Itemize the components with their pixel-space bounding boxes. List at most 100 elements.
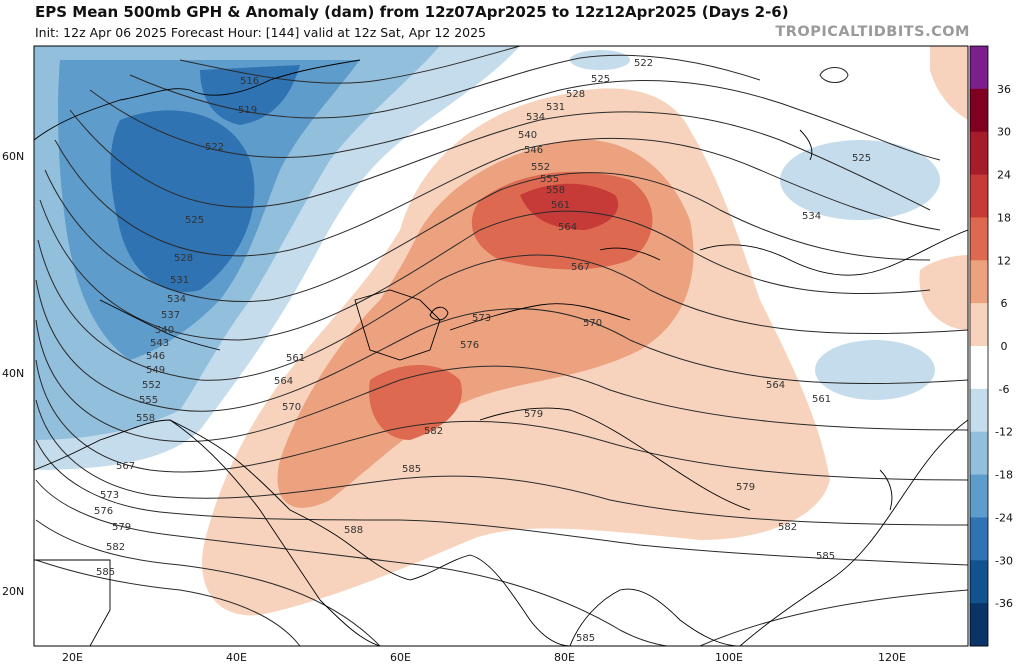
contour-label: 558 [546, 185, 565, 196]
contour-label: 561 [551, 200, 570, 211]
contour-label: 540 [155, 325, 174, 336]
colorbar-swatch [970, 217, 988, 261]
contour-label: 522 [205, 142, 224, 153]
contour-label: 567 [116, 461, 135, 472]
contour-label: 579 [524, 409, 543, 420]
contour-label: 555 [139, 395, 158, 406]
colorbar-label: -18 [995, 469, 1013, 482]
lat-axis: 60N 40N 20N [2, 150, 24, 598]
lon-axis: 20E 40E 60E 80E 100E 120E [62, 651, 906, 664]
lon-label: 120E [878, 651, 906, 664]
contour-label: 567 [571, 262, 590, 273]
colorbar-label: 24 [997, 169, 1011, 182]
colorbar-label: 0 [1001, 340, 1008, 353]
contour-label: 543 [150, 338, 169, 349]
colorbar-label: 30 [997, 126, 1011, 139]
colorbar-label: -6 [999, 383, 1010, 396]
contour-label: 576 [94, 506, 113, 517]
colorbar-swatch [970, 174, 988, 218]
contour-label: 546 [146, 351, 165, 362]
contour-label: 585 [96, 567, 115, 578]
colorbar-swatch [970, 603, 988, 647]
contour-label: 531 [546, 102, 565, 113]
colorbar-swatch [970, 431, 988, 476]
colorbar-label: -36 [995, 597, 1013, 610]
colorbar-frame [969, 45, 989, 647]
colorbar-swatch [970, 88, 988, 133]
contour-label: 579 [736, 482, 755, 493]
colorbar-swatch [970, 303, 988, 347]
lon-label: 60E [390, 651, 411, 664]
lon-label: 40E [226, 651, 247, 664]
lon-label: 20E [62, 651, 83, 664]
colorbar-swatch [970, 260, 988, 304]
lat-label: 60N [2, 150, 24, 163]
contour-label: 582 [106, 542, 125, 553]
colorbar-swatch [970, 46, 988, 90]
contour-label: 570 [583, 318, 602, 329]
colorbar-swatch [970, 517, 988, 561]
contour-label: 522 [634, 58, 653, 69]
lat-label: 20N [2, 585, 24, 598]
contour-label: 588 [344, 525, 363, 536]
map-title: EPS Mean 500mb GPH & Anomaly (dam) from … [35, 3, 789, 21]
colorbar-label: -24 [995, 511, 1013, 524]
contour-label: 585 [402, 464, 421, 475]
colorbar-label: -12 [995, 426, 1013, 439]
contour-label: 540 [518, 130, 537, 141]
contour-label: 579 [112, 522, 131, 533]
contour-label: 585 [816, 551, 835, 562]
geographic-outlines [34, 59, 968, 646]
contour-label: 516 [240, 76, 259, 87]
contour-label: 528 [174, 253, 193, 264]
contour-label: 519 [238, 105, 257, 116]
map-area: 516 519 522 525 528 531 534 537 540 543 … [34, 46, 968, 646]
contour-label: 525 [185, 215, 204, 226]
anomaly-negative-east [570, 50, 940, 400]
colorbar-swatch [970, 474, 988, 518]
contour-label: 534 [526, 112, 545, 123]
colorbar-label: 6 [1001, 297, 1008, 310]
colorbar-swatch [970, 560, 988, 604]
colorbar-label: 36 [997, 83, 1011, 96]
contour-label: 531 [170, 275, 189, 286]
contour-label: 576 [460, 340, 479, 351]
contour-label: 525 [591, 74, 610, 85]
colorbar-swatch [970, 388, 988, 433]
contour-label: 552 [531, 162, 550, 173]
contour-label: 564 [558, 222, 577, 233]
contour-label: 573 [100, 490, 119, 501]
colorbar-label: 12 [997, 254, 1011, 267]
colorbar-swatch [970, 131, 988, 176]
contour-label: 558 [136, 413, 155, 424]
contour-label: 570 [282, 402, 301, 413]
contour-label: 534 [802, 211, 821, 222]
lat-label: 40N [2, 367, 24, 380]
contour-label: 546 [524, 145, 543, 156]
contour-label: 537 [161, 310, 180, 321]
contour-label: 534 [167, 294, 186, 305]
contour-label: 561 [812, 394, 831, 405]
contour-label: 561 [286, 353, 305, 364]
contour-label: 573 [472, 313, 491, 324]
colorbar-label: -30 [995, 554, 1013, 567]
colorbar-swatch [970, 346, 988, 390]
contour-label: 525 [852, 153, 871, 164]
map-subtitle: Init: 12z Apr 06 2025 Forecast Hour: [14… [35, 25, 487, 40]
lon-label: 100E [715, 651, 743, 664]
contour-label: 528 [566, 89, 585, 100]
contour-label: 585 [576, 633, 595, 644]
colorbar-label: 18 [997, 211, 1011, 224]
contour-label: 552 [142, 380, 161, 391]
gph-contours [35, 46, 968, 646]
anomaly-colorbar: 36 30 24 18 12 6 0 -6 -12 -18 -24 -30 -36 [969, 45, 1013, 647]
contour-label: 564 [274, 376, 293, 387]
contour-label: 549 [146, 365, 165, 376]
map-frame [33, 45, 969, 647]
contour-label: 555 [540, 174, 559, 185]
lon-label: 80E [554, 651, 575, 664]
contour-label: 582 [778, 522, 797, 533]
anomaly-negative-west [34, 46, 520, 470]
brand-watermark: TROPICALTIDBITS.COM [775, 24, 970, 40]
